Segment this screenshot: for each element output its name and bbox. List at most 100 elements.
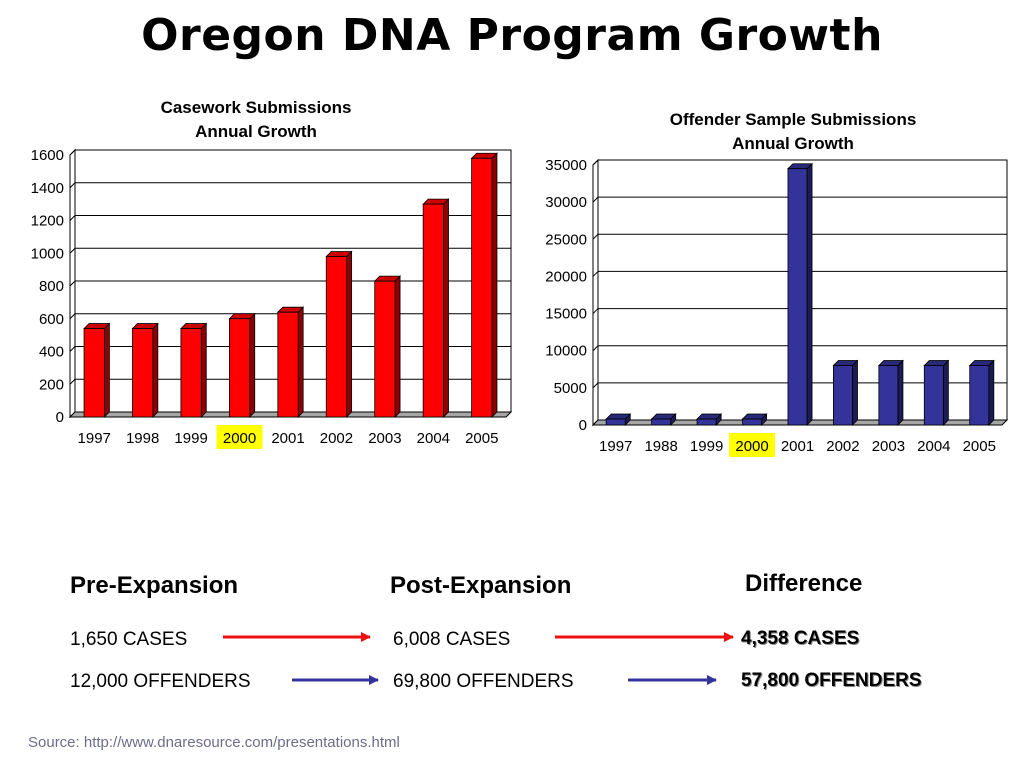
wall-line [69,280,76,287]
y-tick-label: 400 [39,344,64,361]
bar-front [325,256,348,418]
bar [131,322,159,418]
y-tick-label: 600 [39,311,64,328]
bar-front [132,328,154,418]
bar-front [180,328,202,418]
bar-side [897,359,904,426]
y-tick-label: 1400 [31,180,64,197]
wall-line [69,313,76,320]
wall-line [69,346,76,352]
wall-line [69,247,76,254]
y-tick-label: 1000 [31,245,64,262]
bar-front [374,280,396,418]
source-citation: Source: http://www.dnaresource.com/prese… [28,734,400,751]
y-tick-label: 35000 [545,157,587,174]
y-tick-label: 15000 [545,306,587,323]
casework-chart-title: Casework Submissions Annual Growth [128,96,384,144]
wall-line [592,233,599,240]
x-tick-label: 2000 [223,430,256,447]
bar [832,359,859,426]
bar [325,250,353,418]
bar [179,322,208,418]
bar-front [471,157,493,418]
bar [923,359,950,426]
y-tick-label: 200 [39,376,64,393]
x-tick-label: 2003 [368,430,401,447]
x-tick-label: 2001 [781,438,814,455]
bar [786,162,814,426]
offender-chart-title: Offender Sample Submissions Annual Growt… [620,108,966,156]
bar [422,198,450,418]
wall-line [69,182,76,189]
x-tick-label: 2002 [826,438,859,455]
bar-front [923,365,944,426]
y-tick-label: 5000 [554,380,587,397]
x-tick-label: 1998 [126,430,159,447]
bar-front [696,418,717,426]
difference-cases: 4,358 CASES [741,628,860,649]
x-tick-label: 2005 [963,438,996,455]
wall-line [69,378,76,385]
bar-front [422,203,444,418]
post-cases: 6,008 CASES [393,629,511,650]
bar [470,152,498,418]
x-tick-label: 1999 [174,430,207,447]
bar [696,413,723,426]
casework-chart-subtitle: Annual Growth [195,122,317,141]
bar-front [969,365,990,426]
wall-line [592,308,599,314]
bar [605,413,632,426]
bar-front [83,328,105,418]
bar [276,306,305,418]
x-tick-label: 1999 [690,438,723,455]
wall-line [592,196,599,203]
difference-offenders: 57,800 OFFENDERS [741,670,922,691]
wall-line [69,215,76,221]
bar-side [942,359,949,426]
x-tick-label: 1988 [644,438,677,455]
x-tick-label: 1997 [78,430,111,447]
y-tick-label: 25000 [545,231,587,248]
x-tick-label: 2005 [465,430,498,447]
bar [228,312,256,418]
wall-line [592,382,599,389]
slide-title: Oregon DNA Program Growth [141,10,883,61]
y-tick-label: 0 [579,417,587,434]
y-tick-label: 0 [56,409,64,426]
bar-front [833,365,853,426]
x-tick-label: 1997 [599,438,632,455]
casework-chart-title-line1: Casework Submissions [160,98,352,117]
x-tick-label: 2004 [417,430,450,447]
highlight-box [729,433,776,457]
offender-chart-title-line1: Offender Sample Submissions [669,110,917,129]
x-tick-label: 2002 [320,430,353,447]
bar-front [878,365,899,426]
bar-front [277,311,299,418]
bar [741,413,768,426]
bar [373,275,402,418]
bar [83,322,111,418]
wall-line [592,345,599,352]
y-tick-label: 30000 [545,194,587,211]
difference-header: Difference [745,570,863,597]
x-tick-label: 2004 [917,438,950,455]
pre-cases: 1,650 CASES [70,629,188,650]
bar-front [228,318,251,418]
bar-front [605,418,626,426]
offender-chart-subtitle: Annual Growth [732,134,854,153]
x-tick-label: 2001 [271,430,304,447]
bar [877,359,904,426]
bar-front [651,418,672,426]
y-tick-label: 20000 [545,268,587,285]
post-offenders: 69,800 OFFENDERS [393,671,574,692]
wall-line [592,271,599,277]
y-tick-label: 800 [39,278,64,295]
bar-side [988,359,995,426]
x-tick-label: 2003 [872,438,905,455]
highlight-box [216,425,263,449]
bar-front [787,168,808,426]
bar-front [742,418,762,426]
y-tick-label: 1600 [31,147,64,164]
